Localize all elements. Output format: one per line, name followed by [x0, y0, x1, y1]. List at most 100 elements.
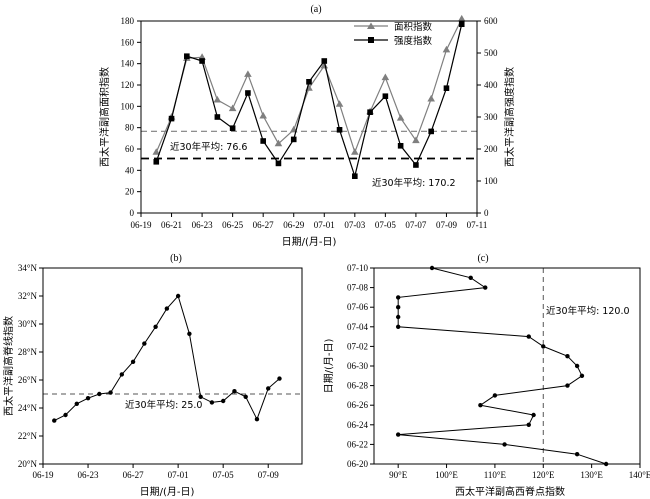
- panel-b-x-tick-label: 06-23: [78, 470, 99, 480]
- panel-a-y-tick-label: 140: [121, 59, 135, 69]
- ridge-point: [153, 324, 158, 329]
- panel-a-ref-label-intensity: 近30年平均: 170.2: [372, 177, 456, 189]
- ridge-point: [209, 400, 215, 405]
- panel-a-y-tick-label: 120: [121, 80, 135, 90]
- panel-c-y-axis-label: 日期/(月-日): [323, 339, 335, 394]
- panel-c-y-tick-label: 07-04: [347, 322, 368, 332]
- west-ridge-point: [526, 334, 531, 339]
- area-index-point: [320, 61, 329, 69]
- west-ridge-point: [531, 412, 536, 418]
- panel-c-x-axis-label: 西太平洋副高西脊点指数: [455, 485, 565, 498]
- panel-c-frame: [373, 267, 641, 465]
- area-index-point: [213, 95, 222, 103]
- panel-b-y-tick-label: 24°N: [18, 403, 38, 413]
- panel-a-x-tick-label: 06-23: [192, 220, 213, 230]
- area-index-point: [152, 148, 161, 155]
- west-ridge-point: [541, 344, 546, 349]
- panel-b-y-tick-label: 34°N: [18, 263, 38, 273]
- area-index-point: [259, 111, 267, 119]
- area-index-point: [412, 136, 420, 144]
- panel-a-label: (a): [310, 4, 321, 15]
- ridge-point: [220, 398, 226, 404]
- series-line-intensity: [155, 24, 463, 179]
- panel-a-x-tick-label: 07-11: [467, 220, 488, 230]
- ridge-point: [63, 412, 68, 418]
- area-index-point: [351, 148, 359, 155]
- west-ridge-point: [483, 285, 488, 290]
- ridge-point: [243, 394, 248, 399]
- panel-c-y-tick-label: 07-06: [347, 302, 368, 312]
- panel-a-y2-axis-label: 西太平洋副高强度指数: [503, 67, 516, 167]
- panel-c-x-tick-label: 100°E: [435, 470, 458, 480]
- panel-c-y-tick-label: 07-08: [347, 283, 368, 293]
- panel-c-y-tick-label: 06-28: [347, 381, 368, 391]
- panel-a-y2-tick-label: 300: [484, 112, 498, 122]
- panel-b-x-tick-label: 06-19: [33, 470, 54, 480]
- panel-a-x-tick-label: 06-25: [222, 220, 243, 230]
- panel-b-y-axis-label: 西太平洋副高脊线指数: [2, 316, 15, 416]
- legend-square-marker: [368, 37, 374, 43]
- intensity-index-point: [229, 125, 236, 131]
- panel-a-y-axis-label: 西太平洋副高面积指数: [98, 67, 111, 167]
- area-index-point: [244, 70, 252, 77]
- panel-a-y2-tick-label: 0: [484, 208, 489, 218]
- panel-a-x-axis-label: 日期/(月-日): [282, 236, 337, 248]
- area-index-point: [427, 94, 435, 102]
- panel-c-x-tick-label: 130°E: [580, 470, 603, 480]
- panel-a: (a) 06-19 06-21 06-23 06-25 06-27 06-29 07-01 0…: [98, 4, 516, 248]
- panel-a-y2-tick-label: 500: [484, 48, 498, 58]
- panel-a-y2-tick-label: 400: [484, 80, 498, 90]
- panel-c-y-tick-label: 06-26: [347, 400, 368, 410]
- panel-c-x-tick-label: 90°E: [389, 470, 408, 480]
- panel-b-y-tick-label: 22°N: [18, 431, 38, 441]
- panel-c-y-tick-label: 06-22: [347, 439, 368, 449]
- ridge-point: [175, 293, 181, 299]
- west-ridge-point: [565, 354, 570, 359]
- panel-c: (c) 90°E 100°E 110°E 120°E 130°E 140°E 06-20 0…: [323, 253, 650, 498]
- west-ridge-point: [468, 275, 473, 280]
- panel-c-x-tick-label: 120°E: [532, 470, 555, 480]
- panel-c-y-tick-label: 06-30: [347, 361, 368, 371]
- ridge-point: [130, 359, 136, 364]
- panel-a-y-tick-label: 60: [125, 144, 135, 154]
- west-ridge-point: [395, 295, 401, 300]
- intensity-index-point: [214, 114, 221, 120]
- ridge-point: [232, 389, 237, 394]
- panel-b-x-tick-label: 07-01: [168, 470, 189, 480]
- panel-a-x-tick-label: 06-29: [283, 220, 304, 230]
- ridge-point: [85, 396, 91, 401]
- panel-b-y-tick-label: 32°N: [18, 291, 38, 301]
- panel-a-y2-tick-label: 600: [484, 16, 498, 26]
- west-ridge-point: [579, 373, 585, 378]
- panel-c-label: (c): [477, 253, 488, 264]
- panel-c-x-tick-label: 140°E: [629, 470, 650, 480]
- intensity-index-point: [382, 93, 389, 99]
- west-ridge-point: [565, 383, 570, 388]
- ridge-point: [97, 391, 102, 397]
- intensity-index-point: [153, 159, 160, 165]
- panel-b-y-tick-label: 20°N: [18, 459, 38, 469]
- panel-b-y-tick-label: 26°N: [18, 375, 38, 385]
- intensity-index-point: [367, 109, 373, 115]
- ridge-point: [164, 306, 170, 311]
- panel-a-x-tick-label: 07-05: [375, 220, 396, 230]
- area-index-point: [274, 139, 283, 147]
- area-index-point: [335, 100, 344, 107]
- ridge-point: [52, 418, 57, 423]
- panel-a-ref-label-area: 近30年平均: 76.6: [170, 141, 247, 153]
- panel-a-y-tick-label: 80: [125, 123, 135, 133]
- ridge-point: [187, 331, 192, 336]
- area-index-point: [442, 45, 451, 53]
- panel-b-x-tick-label: 07-05: [213, 470, 234, 480]
- intensity-index-point: [443, 85, 450, 91]
- intensity-index-point: [260, 138, 266, 144]
- west-ridge-point: [502, 442, 507, 447]
- panel-c-x-tick-label: 110°E: [484, 470, 507, 480]
- intensity-index-point: [428, 128, 434, 135]
- west-ridge-point: [395, 432, 401, 437]
- panel-b: (b) 06-19 06-23 06-27 07-01 07-05 07-09 20°N 2…: [2, 253, 303, 498]
- intensity-index-point: [413, 162, 419, 168]
- panel-a-y-tick-label: 20: [125, 187, 135, 197]
- ridge-point: [142, 341, 147, 346]
